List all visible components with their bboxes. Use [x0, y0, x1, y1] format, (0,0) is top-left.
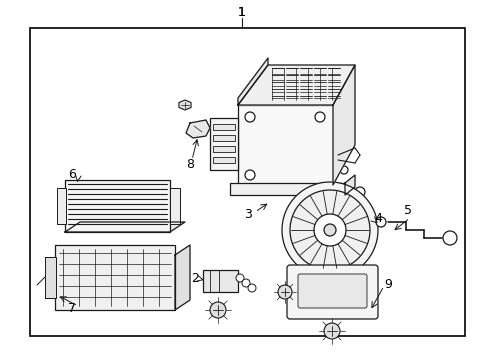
- Text: 1: 1: [238, 5, 245, 18]
- Circle shape: [209, 302, 225, 318]
- Text: 2: 2: [191, 271, 199, 284]
- Circle shape: [324, 224, 335, 236]
- FancyBboxPatch shape: [286, 265, 377, 319]
- Text: 1: 1: [238, 5, 245, 18]
- Bar: [213, 124, 235, 130]
- Bar: [294, 278, 364, 294]
- Bar: [213, 135, 235, 141]
- Circle shape: [442, 231, 456, 245]
- Bar: [213, 146, 235, 152]
- Circle shape: [244, 112, 254, 122]
- Polygon shape: [345, 175, 354, 195]
- Bar: [170, 188, 180, 224]
- Polygon shape: [185, 120, 209, 138]
- Circle shape: [375, 217, 385, 227]
- Bar: [203, 270, 238, 292]
- Bar: [57, 188, 66, 224]
- Bar: [30, 28, 464, 336]
- Circle shape: [236, 274, 244, 282]
- Text: 6: 6: [68, 168, 76, 181]
- Bar: [55, 245, 175, 310]
- Polygon shape: [238, 65, 354, 105]
- Circle shape: [244, 170, 254, 180]
- Text: 8: 8: [185, 158, 194, 171]
- Text: 9: 9: [383, 279, 391, 292]
- Polygon shape: [179, 100, 191, 110]
- Polygon shape: [65, 222, 184, 232]
- Text: 4: 4: [373, 211, 381, 225]
- Polygon shape: [175, 245, 190, 310]
- Polygon shape: [332, 65, 354, 185]
- Circle shape: [247, 284, 256, 292]
- Circle shape: [313, 214, 346, 246]
- Bar: [65, 180, 170, 232]
- Bar: [229, 183, 345, 195]
- Circle shape: [314, 112, 325, 122]
- Bar: [209, 118, 238, 170]
- Text: 7: 7: [68, 302, 76, 315]
- Circle shape: [324, 323, 339, 339]
- Polygon shape: [238, 58, 267, 105]
- Bar: [45, 257, 56, 298]
- FancyBboxPatch shape: [297, 274, 366, 308]
- Text: 3: 3: [244, 208, 251, 221]
- Bar: [213, 157, 235, 163]
- Circle shape: [289, 190, 369, 270]
- Circle shape: [339, 166, 347, 174]
- Circle shape: [323, 279, 336, 293]
- Circle shape: [341, 189, 353, 201]
- Circle shape: [339, 121, 347, 129]
- Circle shape: [354, 187, 364, 197]
- Text: 5: 5: [403, 203, 411, 216]
- Circle shape: [278, 285, 291, 299]
- Circle shape: [242, 279, 249, 287]
- Circle shape: [282, 182, 377, 278]
- Bar: [238, 105, 332, 185]
